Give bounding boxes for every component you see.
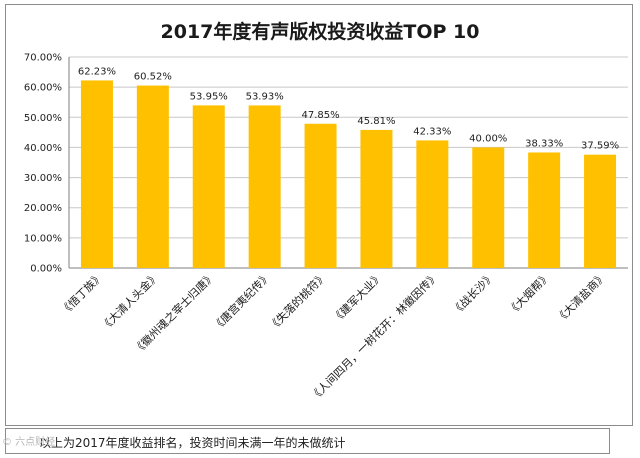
y-tick-label: 40.00%: [24, 143, 62, 154]
x-tick-label: 《悟丁族》: [57, 269, 106, 318]
bar: [472, 147, 505, 268]
bar: [528, 152, 561, 268]
bar: [136, 85, 169, 268]
watermark: © 六点财经: [2, 437, 56, 448]
bar-chart: 62.23%《悟丁族》60.52%《大清人头金》53.95%《徽州魂之宰士归唐》…: [24, 53, 628, 404]
bar: [416, 140, 449, 268]
y-tick-label: 0.00%: [30, 264, 62, 275]
chart-frame: 2017年度有声版权投资收益TOP 10 62.23% 《悟丁族》 60.52% 《大…: [5, 4, 633, 426]
chart-title: 2017年度有声版权投资收益TOP 10: [160, 21, 480, 43]
x-tick-label: 《战长沙》: [449, 270, 497, 318]
bar: [192, 105, 225, 268]
data-label: 38.33%: [525, 138, 563, 149]
x-tick-label: 《建军大业》: [329, 269, 386, 326]
x-tick-label: 《唐宫夷纪传》: [209, 269, 273, 333]
data-label: 37.59%: [581, 141, 619, 152]
x-tick-label: 《失落的桃符》: [265, 269, 329, 333]
bar: [80, 80, 113, 269]
y-tick-label: 20.00%: [24, 203, 62, 214]
x-tick-label: 《大清人头金》: [98, 269, 162, 333]
data-label: 45.81%: [357, 116, 395, 127]
x-tick-label: 《大烟帮》: [504, 269, 553, 318]
bar: [248, 105, 281, 268]
data-label: 62.23%: [78, 66, 116, 77]
footnote: 以上为2017年度收益排名，投资时间未满一年的未做统计: [39, 436, 346, 450]
data-label: 47.85%: [301, 110, 339, 121]
data-label: 53.95%: [190, 91, 228, 102]
footnote-box: 以上为2017年度收益排名，投资时间未满一年的未做统计: [5, 428, 610, 454]
data-label: 42.33%: [413, 126, 451, 137]
bar: [304, 123, 337, 269]
bar: [584, 154, 617, 268]
x-tick-label: 《大清盐商》: [553, 269, 610, 326]
y-tick-label: 30.00%: [24, 173, 62, 184]
y-tick-label: 70.00%: [24, 53, 62, 64]
bar: [360, 129, 393, 268]
data-label: 40.00%: [469, 133, 507, 144]
data-label: 60.52%: [134, 72, 172, 83]
data-label: 53.93%: [246, 91, 284, 102]
y-tick-label: 10.00%: [24, 233, 62, 244]
y-tick-label: 50.00%: [24, 113, 62, 124]
y-tick-label: 60.00%: [24, 83, 62, 94]
